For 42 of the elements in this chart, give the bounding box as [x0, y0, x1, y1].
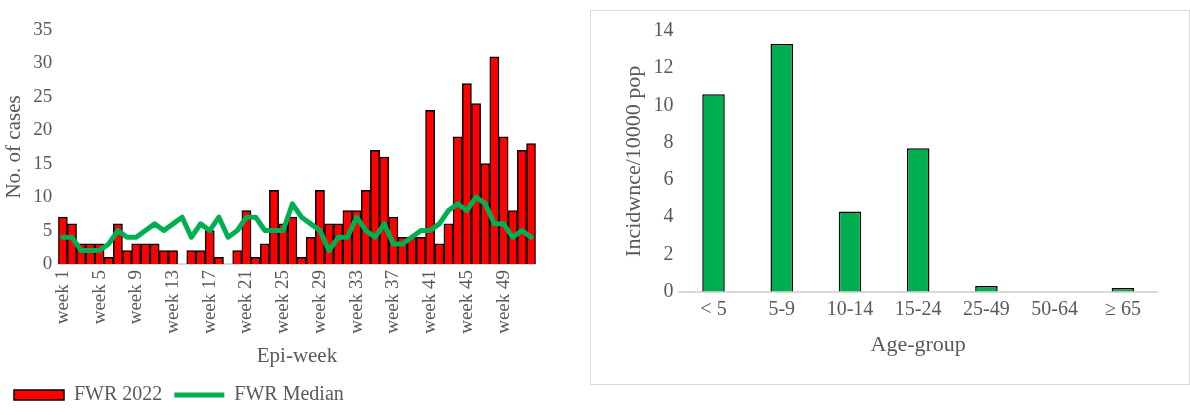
x-tick-label: week 33: [344, 269, 366, 334]
x-tick-label: week 45: [454, 269, 476, 334]
x-tick-label: week 9: [124, 269, 146, 325]
x-tick-label: week 41: [418, 269, 440, 334]
x-tick-label: ≥ 65: [1104, 296, 1141, 319]
x-tick-label: 5-9: [768, 296, 796, 319]
y-tick-label: 0: [42, 251, 53, 273]
x-axis-title: Epi-week: [256, 342, 338, 367]
x-tick-label: week 29: [307, 269, 329, 334]
y-axis-title: Incidwnce/10000 pop: [619, 65, 645, 257]
y-tick-label: 25: [33, 84, 53, 106]
x-tick-label: week 37: [381, 269, 403, 334]
y-tick-label: 8: [663, 129, 674, 152]
y-tick-label: 10: [33, 185, 53, 207]
y-axis-title: No. of cases: [1, 95, 26, 199]
y-tick-label: 12: [653, 55, 674, 78]
x-tick-label: week 5: [87, 269, 109, 325]
x-tick-label: week 13: [160, 269, 182, 334]
x-tick-label: week 17: [197, 269, 219, 334]
x-tick-label: week 25: [271, 269, 293, 334]
x-tick-label: < 5: [700, 296, 727, 319]
x-tick-label: 15-24: [894, 296, 942, 319]
x-tick-label: week 21: [234, 269, 256, 334]
x-tick-label: 10-14: [826, 296, 874, 319]
y-tick-label: 20: [33, 118, 53, 140]
y-tick-label: 5: [42, 218, 53, 240]
y-tick-label: 30: [33, 51, 53, 73]
x-tick-label: 50-64: [1031, 296, 1078, 319]
y-tick-label: 0: [663, 278, 674, 301]
x-axis-title: Age-group: [870, 330, 966, 356]
x-tick-label: 25-49: [963, 296, 1010, 319]
legend-label: FWR 2022: [74, 382, 163, 405]
y-tick-label: 14: [653, 18, 674, 41]
y-tick-label: 35: [33, 17, 53, 39]
y-tick-label: 2: [663, 241, 674, 264]
y-tick-label: 15: [33, 151, 53, 173]
x-tick-label: week 1: [50, 269, 72, 325]
y-tick-label: 4: [663, 204, 674, 227]
y-tick-label: 10: [653, 92, 674, 115]
legend-label: FWR Median: [234, 382, 344, 405]
x-tick-label: week 49: [491, 269, 513, 334]
y-tick-label: 6: [663, 167, 674, 190]
